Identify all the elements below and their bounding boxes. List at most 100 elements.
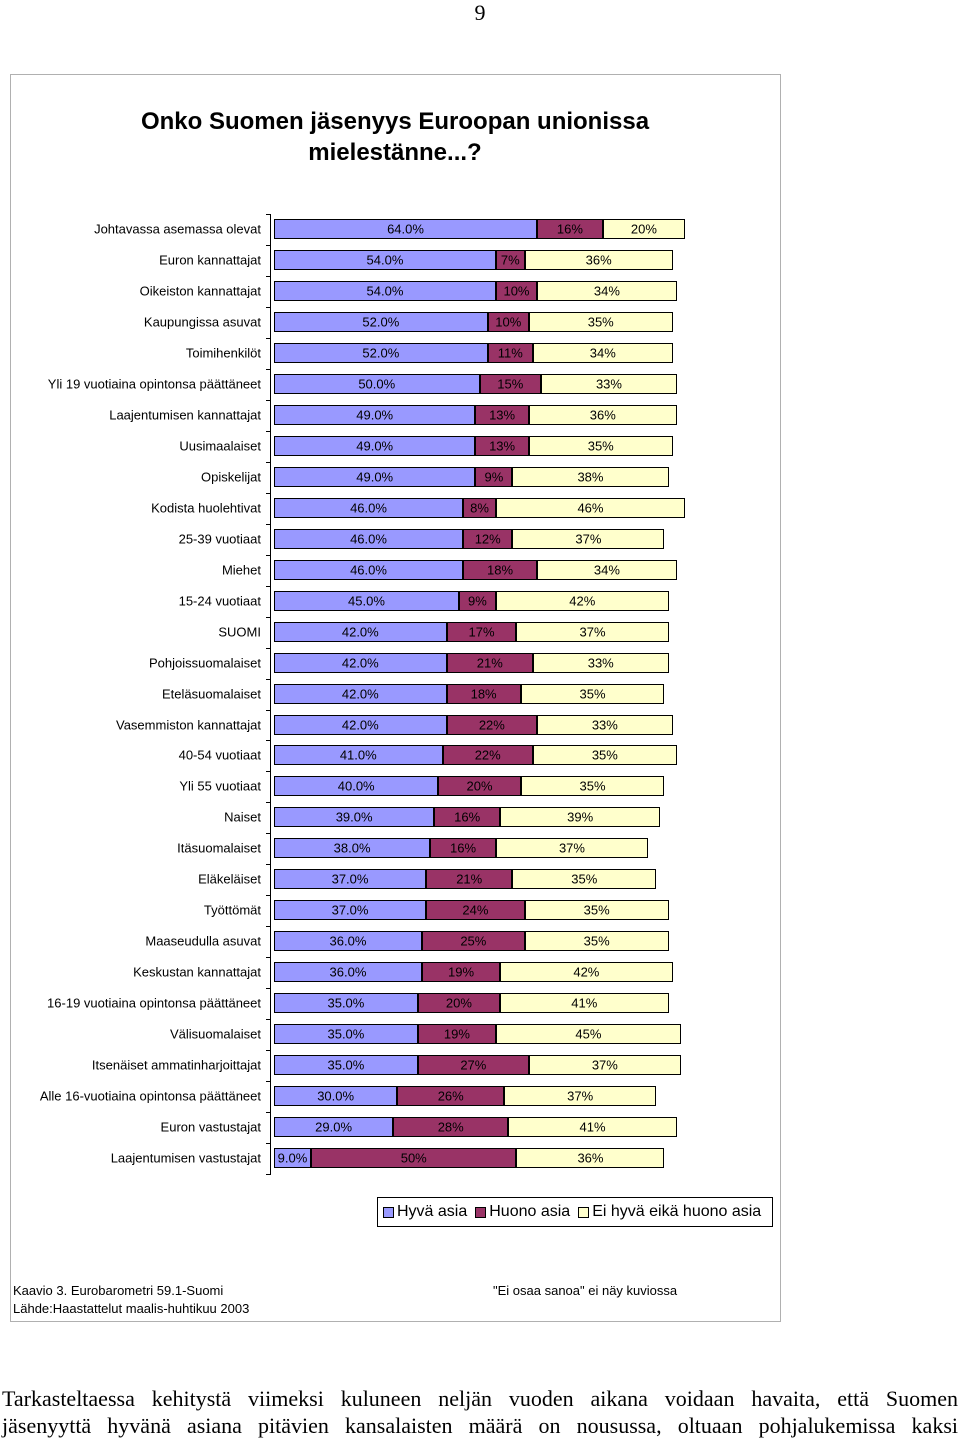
- axis-tick: [266, 740, 270, 742]
- bar-segment: [524, 249, 673, 270]
- value-label: 9%: [468, 593, 487, 609]
- legend-swatch: [578, 1206, 590, 1218]
- bar-segment: [532, 342, 673, 363]
- axis-tick: [266, 554, 270, 556]
- category-label: Kodista huolehtivat: [151, 500, 261, 516]
- page-number: 9: [474, 0, 486, 25]
- bar-segment: [504, 1086, 657, 1107]
- bar-segment: [495, 590, 669, 611]
- bar-segment: [463, 497, 496, 518]
- bar-segment: [446, 652, 533, 673]
- value-label: 7%: [500, 252, 520, 268]
- category-label: Yli 19 vuotiaina opintonsa päättäneet: [47, 376, 261, 392]
- bar-segment: [417, 1055, 529, 1076]
- bar-segment: [528, 435, 673, 456]
- bar-segment: [495, 249, 525, 270]
- value-label: 46.0%: [350, 562, 387, 578]
- category-label: Itsenäiset ammatinharjoittajat: [91, 1057, 261, 1073]
- value-label: 20%: [630, 221, 657, 237]
- axis-tick: [266, 306, 270, 308]
- legend-item: Hyvä asia: [383, 1203, 467, 1221]
- bar-segment: [508, 1117, 677, 1138]
- bar-segment: [417, 1024, 496, 1045]
- value-label: 42.0%: [341, 686, 379, 702]
- value-label: 42%: [573, 964, 600, 980]
- category-label: 16-19 vuotiaina opintonsa päättäneet: [47, 995, 261, 1011]
- value-label: 13%: [489, 438, 516, 454]
- axis-tick: [266, 1081, 270, 1083]
- bar-segment: [421, 962, 501, 983]
- axis-tick: [266, 337, 270, 339]
- value-label: 36%: [589, 407, 616, 423]
- value-label: 49.0%: [356, 469, 394, 485]
- axis-tick: [266, 1174, 270, 1176]
- category-label: Euron vastustajat: [160, 1119, 261, 1135]
- category-label: Naiset: [224, 809, 261, 825]
- axis-tick: [266, 1143, 270, 1145]
- value-label: 12%: [474, 531, 501, 547]
- axis-tick: [266, 523, 270, 525]
- bar-segment: [274, 683, 447, 704]
- axis-tick: [266, 895, 270, 897]
- axis-tick: [266, 1019, 270, 1021]
- value-label: 18%: [487, 562, 514, 578]
- axis-tick: [266, 616, 270, 618]
- note: Lähde:Haastattelut maalis-huhtikuu 2003: [13, 1301, 250, 1316]
- value-label: 54.0%: [366, 283, 404, 299]
- bar-segment: [274, 807, 435, 828]
- value-label: 39%: [567, 809, 594, 825]
- category-label: Euron kannattajat: [159, 252, 261, 268]
- value-label: 33%: [587, 655, 614, 671]
- category-label: Uusimaalaiset: [179, 438, 261, 454]
- axis-tick: [266, 678, 270, 680]
- category-label: Eläkeläiset: [198, 871, 261, 887]
- category-label: SUOMI: [218, 624, 261, 640]
- bar-segment: [274, 280, 496, 301]
- bar-segment: [495, 838, 648, 859]
- bar-segment: [274, 900, 427, 921]
- bar-segment: [274, 931, 422, 952]
- value-label: 52.0%: [362, 345, 400, 361]
- value-label: 24%: [462, 902, 489, 918]
- bar-segment: [274, 249, 496, 270]
- value-label: 36.0%: [329, 933, 367, 949]
- bar-segment: [442, 745, 533, 766]
- bar-segment: [516, 1148, 665, 1169]
- bar-segment: [446, 621, 517, 642]
- bar-segment: [602, 219, 685, 239]
- value-label: 37%: [567, 1088, 594, 1104]
- axis-tick: [266, 399, 270, 401]
- bar-segment: [274, 1148, 311, 1169]
- bar-segment: [393, 1117, 509, 1138]
- bar-segment: [520, 683, 665, 704]
- value-label: 46.0%: [350, 531, 387, 547]
- bar-segment: [274, 621, 447, 642]
- bar-segment: [417, 993, 501, 1014]
- bar-segment: [528, 404, 677, 425]
- value-label: 9%: [484, 469, 504, 485]
- value-label: 64.0%: [387, 221, 424, 237]
- category-label: Miehet: [221, 562, 261, 578]
- value-label: 11%: [497, 345, 523, 361]
- category-axis: [270, 214, 271, 1175]
- value-label: 19%: [447, 964, 475, 980]
- value-label: 37.0%: [331, 902, 369, 918]
- category-label: Itäsuomalaiset: [177, 840, 261, 856]
- note: "Ei osaa sanoa" ei näy kuviossa: [493, 1283, 678, 1298]
- bar-segment: [495, 280, 538, 301]
- value-label: 27%: [460, 1057, 487, 1073]
- bar-segment: [397, 1086, 505, 1107]
- axis-tick: [266, 802, 270, 804]
- value-label: 52.0%: [362, 314, 400, 330]
- value-label: 35.0%: [327, 1026, 365, 1042]
- value-label: 21%: [476, 655, 503, 671]
- value-label: 42.0%: [341, 655, 379, 671]
- bar-segment: [274, 869, 427, 890]
- value-label: 45.0%: [348, 593, 385, 609]
- value-label: 37.0%: [331, 871, 369, 887]
- value-label: 29.0%: [315, 1119, 353, 1135]
- bar-segment: [430, 838, 496, 859]
- value-label: 21%: [456, 871, 483, 887]
- bar-segment: [495, 497, 685, 518]
- category-label: Maaseudulla asuvat: [145, 933, 261, 949]
